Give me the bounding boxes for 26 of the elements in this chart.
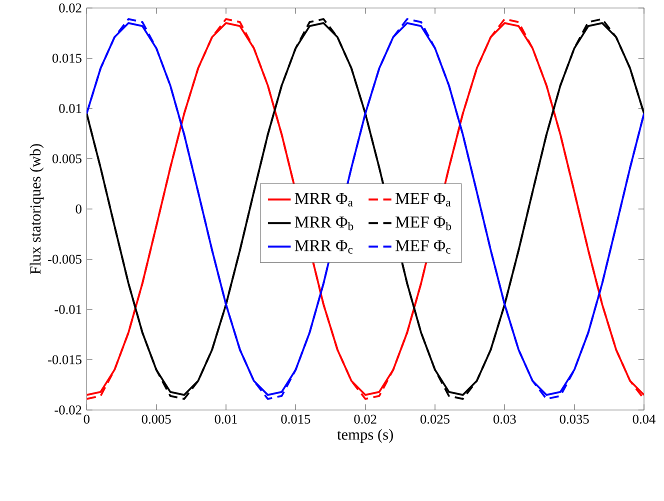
x-tick-label: 0.005 [142, 414, 171, 424]
x-tick-label: 0.03 [494, 414, 516, 424]
legend-label: MRR Φ$_{a}$ [294, 193, 353, 206]
y-tick-label: 0.005 [52, 154, 82, 164]
legend-label: MRR Φ$_{c}$ [294, 240, 353, 254]
legend-label: MRR Φ$_{b}$ [294, 216, 354, 230]
legend-label: MEF Φ$_{a}$ [396, 193, 451, 206]
y-axis-title: Flux statoriques (wb) [30, 144, 44, 274]
y-tick-label: -0.01 [54, 304, 82, 314]
y-tick-label: -0.02 [54, 405, 82, 415]
y-tick-label: 0.02 [59, 3, 82, 13]
x-tick-label: 0.02 [354, 414, 376, 424]
x-tick-label: 0.025 [420, 414, 450, 424]
y-tick-label: 0 [76, 204, 82, 214]
x-tick-label: 0.01 [214, 414, 237, 424]
legend-label: MEF Φ$_{c}$ [396, 240, 450, 254]
x-tick-label: 0.035 [560, 414, 589, 424]
x-axis-title: temps (s) [337, 428, 393, 443]
y-tick-label: 0.015 [52, 54, 82, 63]
y-tick-label: -0.005 [48, 254, 82, 264]
y-tick-label: -0.015 [48, 355, 82, 364]
y-tick-label: 0.01 [59, 104, 82, 114]
legend-label: MEF Φ$_{b}$ [396, 216, 452, 230]
x-tick-label: 0.015 [281, 414, 310, 424]
x-tick-label: 0.04 [632, 414, 656, 424]
x-tick-label: 0 [84, 414, 90, 424]
